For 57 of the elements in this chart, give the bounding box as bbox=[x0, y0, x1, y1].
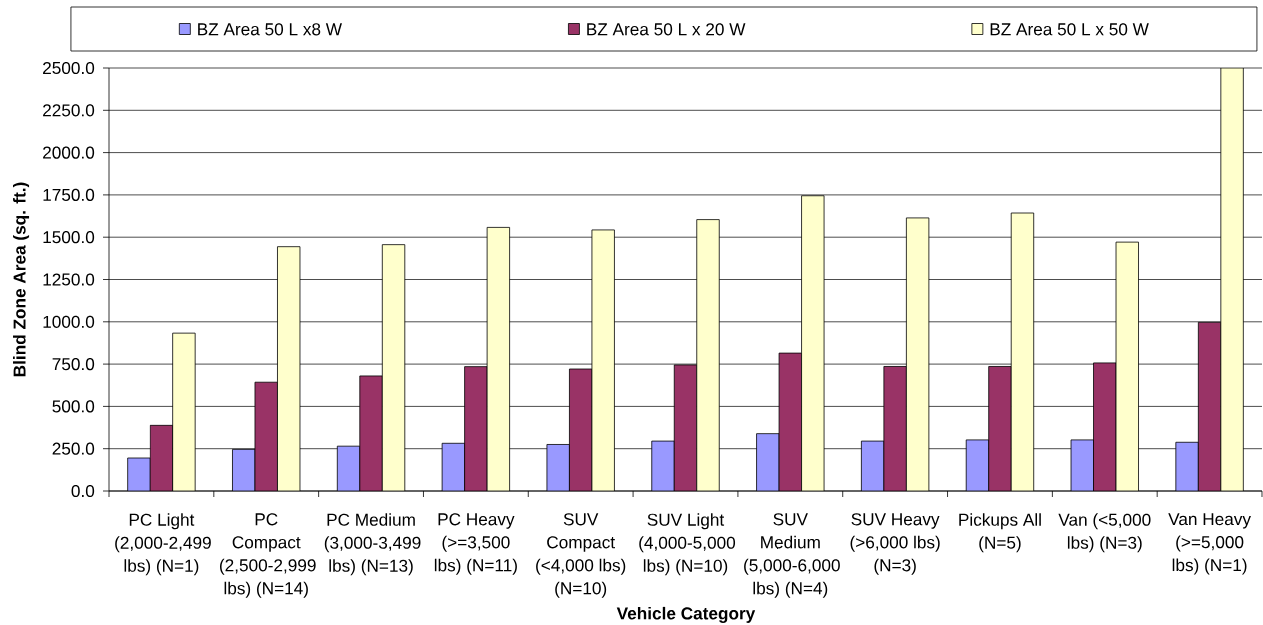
y-tick-label: 2250.0 bbox=[43, 104, 95, 117]
bar bbox=[696, 219, 720, 491]
legend-label: BZ Area 50 L x 50 W bbox=[990, 23, 1149, 36]
y-tick-label: 250.0 bbox=[52, 442, 95, 455]
bar bbox=[569, 369, 592, 491]
bar bbox=[359, 375, 383, 491]
x-tick-label: SUV Light (4,000-5,000 lbs) (N=10) bbox=[639, 513, 736, 576]
y-tick-label: 2000.0 bbox=[43, 146, 95, 159]
bar bbox=[756, 433, 780, 491]
bar bbox=[127, 458, 151, 491]
bar bbox=[254, 382, 278, 491]
bar bbox=[1093, 362, 1117, 491]
bar bbox=[674, 364, 697, 491]
x-tick-label: PC Compact (2,500-2,999 lbs) (N=14) bbox=[220, 513, 316, 598]
legend-label: BZ Area 50 L x 20 W bbox=[587, 23, 746, 36]
bar bbox=[1116, 242, 1139, 491]
bar bbox=[546, 444, 570, 491]
bar bbox=[382, 244, 405, 491]
x-axis-title: Vehicle Category bbox=[616, 606, 756, 623]
bar bbox=[442, 443, 465, 491]
bar bbox=[801, 195, 825, 491]
x-tick-label: Van (<5,000 lbs) (N=3) bbox=[1058, 513, 1151, 553]
x-tick-label: Pickups All (N=5) bbox=[959, 513, 1041, 553]
x-tick-label: SUV Heavy (>6,000 lbs) (N=3) bbox=[850, 513, 940, 575]
bar bbox=[861, 441, 884, 491]
bar bbox=[150, 425, 173, 491]
x-tick-label: Van Heavy (>=5,000 lbs) (N=1) bbox=[1168, 513, 1251, 575]
bar bbox=[1175, 441, 1199, 491]
bar bbox=[651, 441, 675, 491]
y-tick-label: 1500.0 bbox=[43, 231, 95, 244]
y-axis-title: Blind Zone Area (sq. ft.) bbox=[13, 182, 30, 377]
bar bbox=[988, 366, 1012, 491]
y-tick-label: 1750.0 bbox=[43, 188, 95, 201]
bar bbox=[591, 229, 615, 491]
legend-label: BZ Area 50 L x8 W bbox=[198, 23, 342, 36]
x-tick-label: PC Light (2,000-2,499 lbs) (N=1) bbox=[115, 513, 211, 576]
x-tick-label: SUV Compact (<4,000 lbs) (N=10) bbox=[536, 513, 626, 598]
bar bbox=[906, 217, 929, 491]
x-tick-label: SUV Medium (5,000-6,000 lbs) (N=4) bbox=[744, 513, 840, 598]
y-tick-label: 2500.0 bbox=[43, 61, 95, 75]
bar bbox=[1011, 213, 1034, 491]
bar bbox=[779, 353, 802, 491]
bar bbox=[883, 366, 907, 491]
bar bbox=[464, 366, 488, 491]
bar bbox=[172, 333, 196, 491]
x-tick-label: PC Heavy (>=3,500 lbs) (N=11) bbox=[434, 513, 517, 575]
bar bbox=[487, 227, 510, 491]
bar bbox=[1197, 321, 1222, 491]
bar bbox=[1220, 68, 1244, 491]
y-tick-label: 750.0 bbox=[52, 358, 95, 371]
y-tick-label: 1000.0 bbox=[43, 315, 95, 328]
y-tick-label: 0.0 bbox=[71, 484, 95, 498]
y-tick-label: 500.0 bbox=[52, 400, 95, 413]
bar bbox=[232, 449, 255, 491]
y-tick-label: 1250.0 bbox=[43, 273, 95, 286]
x-tick-label: PC Medium (3,000-3,499 lbs) (N=13) bbox=[324, 513, 421, 576]
bar bbox=[277, 246, 300, 491]
